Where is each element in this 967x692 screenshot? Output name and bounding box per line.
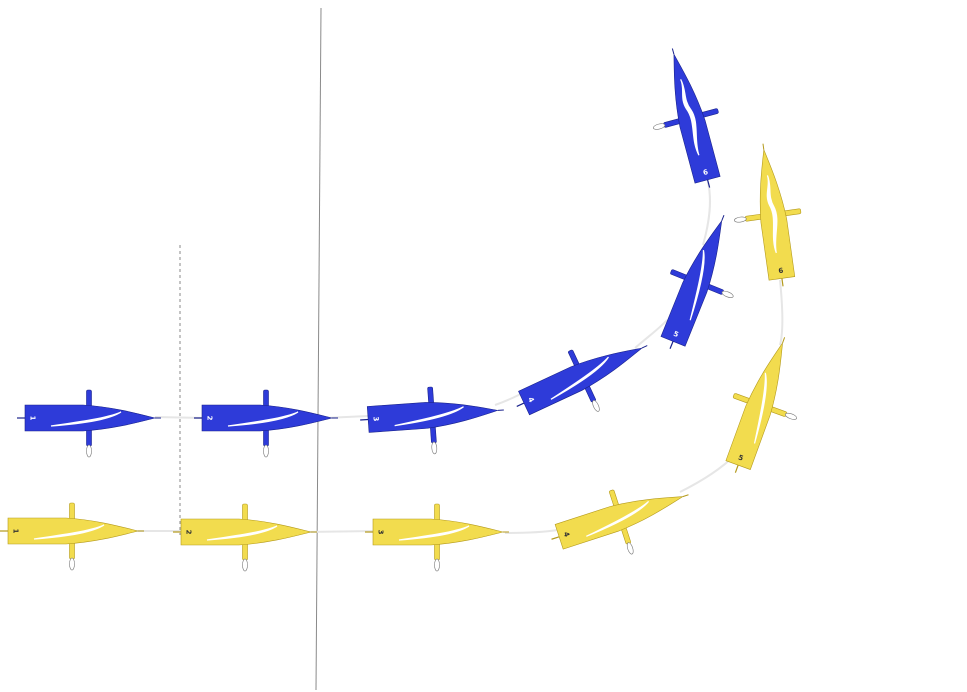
boat-number-label: 4 <box>526 396 535 404</box>
boat-number-label: 1 <box>12 529 20 534</box>
sail <box>753 372 767 444</box>
bowsprit <box>782 337 786 344</box>
sail <box>227 411 299 427</box>
yellow-track <box>130 279 784 534</box>
yellow-boat-1: 1 <box>0 502 144 571</box>
boat-number-label: 5 <box>672 330 680 339</box>
tiller <box>516 402 525 407</box>
hull <box>554 496 683 550</box>
boat-number-label: 1 <box>29 416 37 421</box>
rudder-tip <box>734 216 747 223</box>
solid-reference-line <box>315 7 322 691</box>
boat-number-label: 3 <box>371 416 379 422</box>
hull <box>366 402 498 433</box>
hull <box>725 342 783 470</box>
yellow-boat-6: 6 <box>734 143 802 287</box>
yellow-boat-5: 5 <box>725 337 798 473</box>
boat-number-label: 3 <box>377 530 385 535</box>
rudder-tip <box>263 444 269 458</box>
blue-boat-6: 6 <box>652 48 721 188</box>
rudder-tip <box>626 542 634 555</box>
boat-number-label: 2 <box>206 416 214 421</box>
hull <box>24 404 156 432</box>
blue-boat-2: 2 <box>194 389 338 458</box>
boat-number-label: 6 <box>702 168 709 177</box>
bowsprit <box>762 143 765 150</box>
boat-number-label: 5 <box>737 454 744 463</box>
rudder-tip <box>431 441 438 455</box>
blue-boat-1: 1 <box>17 389 161 458</box>
sail <box>550 356 609 400</box>
hull <box>660 220 723 347</box>
tiller <box>706 179 711 188</box>
sail <box>206 525 278 541</box>
rudder-tip <box>721 290 734 298</box>
sail <box>398 525 470 541</box>
yellow-boat-4: 4 <box>551 489 689 555</box>
sail <box>50 411 122 427</box>
tiller <box>669 341 674 349</box>
bowsprit <box>682 494 689 498</box>
rudder-tip <box>69 557 75 571</box>
hull <box>518 347 643 416</box>
boat-number-label: 2 <box>185 530 193 535</box>
yellow-fleet: 1 2 3 4 5 6 <box>0 143 802 572</box>
bowsprit <box>671 48 675 55</box>
rudder-tip <box>652 123 666 130</box>
sail <box>680 79 700 156</box>
hull <box>673 54 721 184</box>
yellow-boat-3: 3 <box>365 503 509 572</box>
bowsprit <box>721 215 725 221</box>
rudder-tip <box>785 412 798 420</box>
tiller <box>734 464 739 473</box>
rudder-tip <box>86 444 92 458</box>
rudder-tip <box>242 558 248 572</box>
bowsprit <box>641 345 648 349</box>
tiller <box>781 278 784 287</box>
sail <box>689 249 705 321</box>
yellow-boat-2: 2 <box>173 503 317 572</box>
sail <box>766 175 778 254</box>
hull <box>7 517 139 545</box>
sail <box>33 524 105 540</box>
blue-boat-5: 5 <box>660 215 734 349</box>
rudder-tip <box>592 400 600 412</box>
blue-fleet: 1 2 3 4 5 6 <box>17 48 734 458</box>
rudder-tip <box>434 558 440 572</box>
sail <box>586 500 650 537</box>
boat-number-label: 6 <box>778 267 784 276</box>
tiller <box>360 418 369 421</box>
sail <box>394 406 464 427</box>
blue-track <box>154 181 712 419</box>
tiller <box>551 536 560 540</box>
blue-boat-4: 4 <box>516 345 648 416</box>
hull <box>201 404 333 432</box>
blue-boat-3: 3 <box>360 386 504 455</box>
hull <box>180 518 312 546</box>
hull <box>372 518 504 546</box>
boat-number-label: 4 <box>562 531 571 538</box>
